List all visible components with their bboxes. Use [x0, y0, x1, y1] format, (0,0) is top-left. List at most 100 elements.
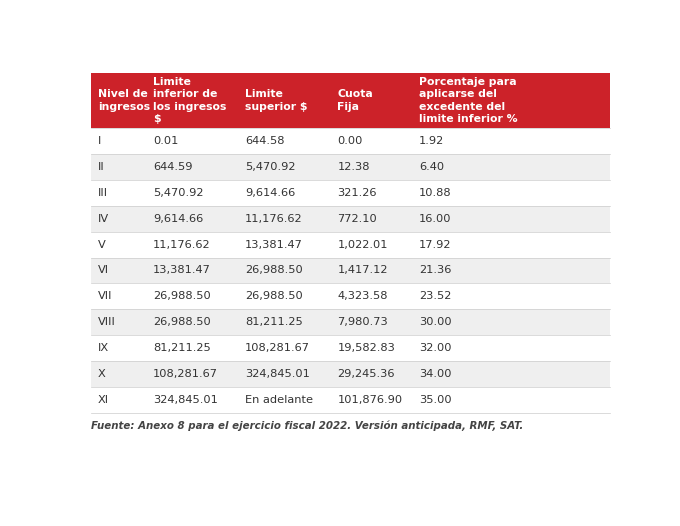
Bar: [147, 231, 239, 258]
Text: 11,176.62: 11,176.62: [153, 239, 211, 249]
Bar: [147, 73, 239, 128]
Bar: [91, 361, 147, 387]
Text: 12.38: 12.38: [337, 162, 370, 172]
Bar: [91, 335, 147, 361]
Text: 1.92: 1.92: [419, 136, 444, 146]
Text: 1,022.01: 1,022.01: [337, 239, 388, 249]
Text: 34.00: 34.00: [419, 369, 452, 379]
Bar: [331, 128, 413, 154]
Text: 26,988.50: 26,988.50: [245, 291, 303, 301]
Text: 10.88: 10.88: [419, 188, 452, 198]
Bar: [91, 128, 147, 154]
Bar: [239, 206, 331, 231]
Bar: [239, 154, 331, 180]
Bar: [91, 309, 147, 335]
Text: 26,988.50: 26,988.50: [153, 291, 211, 301]
Text: Limite
inferior de
los ingresos
$: Limite inferior de los ingresos $: [153, 77, 226, 124]
Bar: [413, 231, 611, 258]
Text: 4,323.58: 4,323.58: [337, 291, 388, 301]
Text: 772.10: 772.10: [337, 214, 377, 224]
Bar: [239, 335, 331, 361]
Text: En adelante: En adelante: [245, 395, 313, 405]
Bar: [331, 361, 413, 387]
Text: 29,245.36: 29,245.36: [337, 369, 395, 379]
Bar: [147, 309, 239, 335]
Text: 26,988.50: 26,988.50: [245, 266, 303, 276]
Text: III: III: [98, 188, 107, 198]
Text: Limite
superior $: Limite superior $: [245, 89, 308, 112]
Bar: [413, 154, 611, 180]
Text: 11,176.62: 11,176.62: [245, 214, 303, 224]
Bar: [413, 361, 611, 387]
Bar: [331, 73, 413, 128]
Bar: [239, 73, 331, 128]
Bar: [239, 361, 331, 387]
Bar: [331, 335, 413, 361]
Text: 81,211.25: 81,211.25: [245, 317, 303, 327]
Bar: [331, 231, 413, 258]
Bar: [147, 361, 239, 387]
Bar: [147, 258, 239, 284]
Text: 21.36: 21.36: [419, 266, 452, 276]
Bar: [413, 284, 611, 309]
Bar: [413, 128, 611, 154]
Text: 17.92: 17.92: [419, 239, 452, 249]
Bar: [239, 387, 331, 413]
Text: 5,470.92: 5,470.92: [245, 162, 296, 172]
Bar: [239, 284, 331, 309]
Text: 644.59: 644.59: [153, 162, 192, 172]
Text: 26,988.50: 26,988.50: [153, 317, 211, 327]
Bar: [147, 154, 239, 180]
Text: 81,211.25: 81,211.25: [153, 343, 211, 353]
Text: 324,845.01: 324,845.01: [153, 395, 218, 405]
Bar: [239, 180, 331, 206]
Bar: [91, 231, 147, 258]
Bar: [239, 258, 331, 284]
Bar: [413, 258, 611, 284]
Bar: [331, 154, 413, 180]
Text: VI: VI: [98, 266, 109, 276]
Bar: [147, 128, 239, 154]
Bar: [331, 387, 413, 413]
Bar: [331, 206, 413, 231]
Text: 101,876.90: 101,876.90: [337, 395, 403, 405]
Text: 23.52: 23.52: [419, 291, 452, 301]
Bar: [413, 309, 611, 335]
Bar: [91, 284, 147, 309]
Text: 108,281.67: 108,281.67: [153, 369, 218, 379]
Text: V: V: [98, 239, 105, 249]
Text: 13,381.47: 13,381.47: [153, 266, 211, 276]
Bar: [91, 258, 147, 284]
Bar: [147, 180, 239, 206]
Text: X: X: [98, 369, 105, 379]
Bar: [331, 258, 413, 284]
Bar: [331, 284, 413, 309]
Bar: [91, 206, 147, 231]
Text: 9,614.66: 9,614.66: [153, 214, 203, 224]
Text: 0.00: 0.00: [337, 136, 363, 146]
Bar: [413, 73, 611, 128]
Bar: [147, 335, 239, 361]
Text: II: II: [98, 162, 105, 172]
Text: 5,470.92: 5,470.92: [153, 188, 203, 198]
Text: 6.40: 6.40: [419, 162, 444, 172]
Text: 16.00: 16.00: [419, 214, 452, 224]
Text: IV: IV: [98, 214, 109, 224]
Text: 108,281.67: 108,281.67: [245, 343, 310, 353]
Text: 13,381.47: 13,381.47: [245, 239, 303, 249]
Text: IX: IX: [98, 343, 109, 353]
Bar: [91, 387, 147, 413]
Text: 1,417.12: 1,417.12: [337, 266, 388, 276]
Text: 324,845.01: 324,845.01: [245, 369, 310, 379]
Bar: [91, 180, 147, 206]
Bar: [413, 206, 611, 231]
Bar: [147, 206, 239, 231]
Bar: [147, 284, 239, 309]
Bar: [331, 180, 413, 206]
Text: 7,980.73: 7,980.73: [337, 317, 388, 327]
Text: VIII: VIII: [98, 317, 116, 327]
Text: 321.26: 321.26: [337, 188, 377, 198]
Text: I: I: [98, 136, 101, 146]
Text: Cuota
Fija: Cuota Fija: [337, 89, 373, 112]
Text: 19,582.83: 19,582.83: [337, 343, 395, 353]
